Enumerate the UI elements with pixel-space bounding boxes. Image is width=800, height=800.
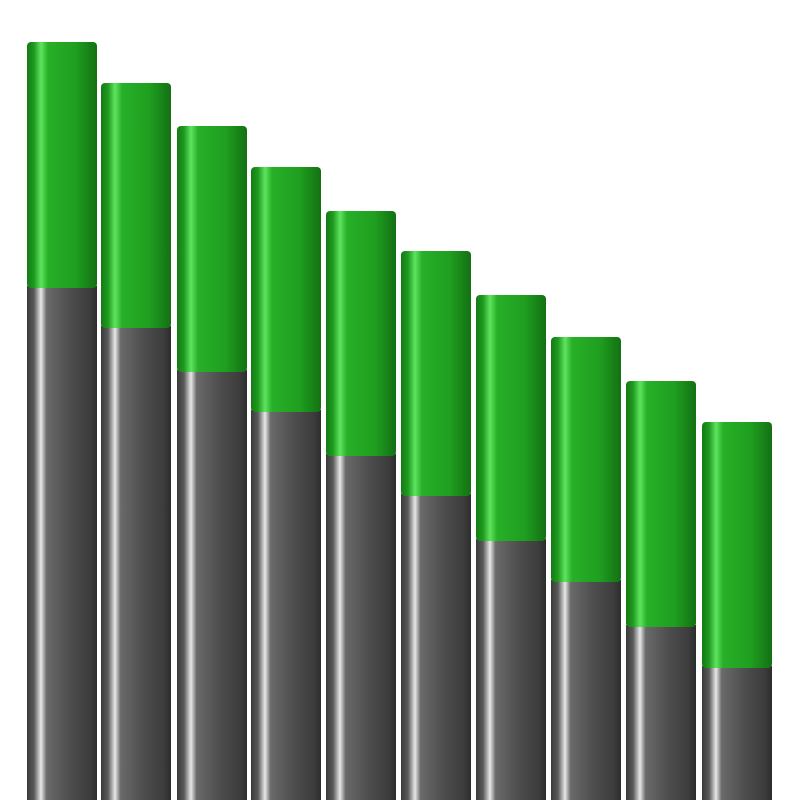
rod-tip <box>251 167 321 412</box>
rod-body <box>101 326 171 800</box>
rod-body <box>27 286 97 800</box>
rod-body <box>401 494 471 800</box>
rod-tip <box>626 381 696 627</box>
rod-body <box>326 454 396 800</box>
rod-body <box>476 539 546 800</box>
rod-tip <box>101 83 171 328</box>
rod-body <box>251 410 321 800</box>
rod-tip <box>702 422 772 668</box>
rod-tip <box>326 211 396 456</box>
rod-body <box>177 370 247 800</box>
rod-tip <box>401 251 471 496</box>
rod-tip <box>476 295 546 541</box>
rod-tip <box>27 42 97 288</box>
rod-body <box>626 625 696 800</box>
rod-tip <box>177 126 247 372</box>
rod-body <box>551 580 621 800</box>
rod-body <box>702 666 772 800</box>
rod-tip <box>551 337 621 582</box>
